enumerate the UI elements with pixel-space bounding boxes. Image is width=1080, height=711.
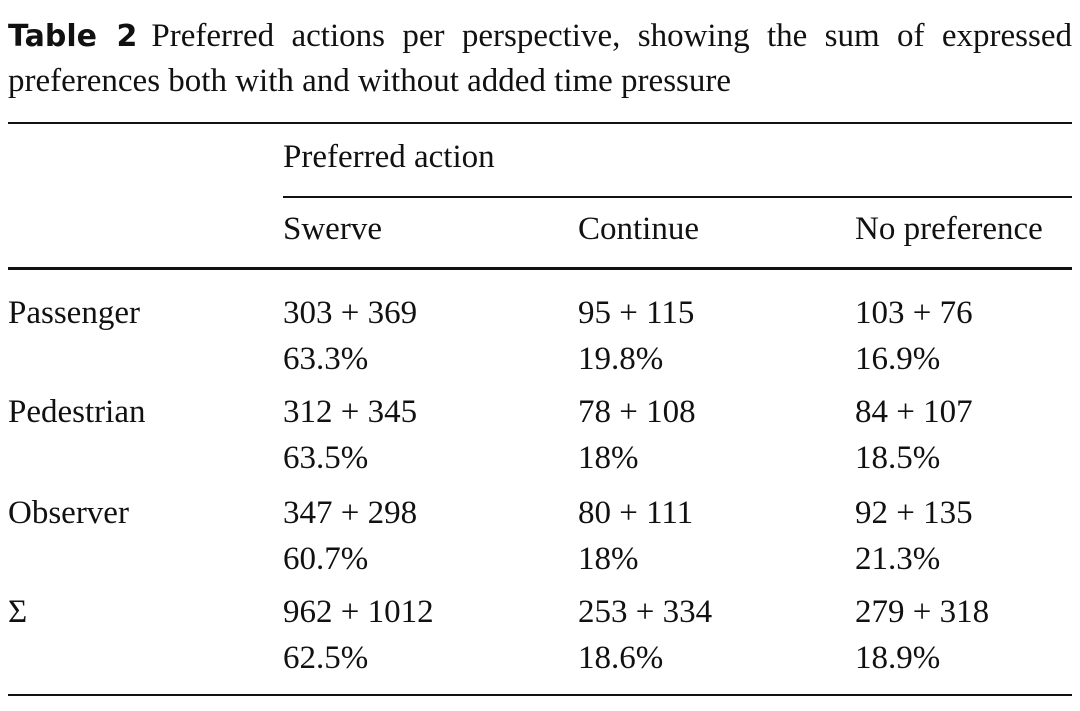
table-caption: Table 2 Preferred actions per perspective… [8,14,1072,103]
cell-sum: 103 + 76 [855,295,973,331]
row-label: Pedestrian [8,394,146,430]
cell-sum: 962 + 1012 [283,594,434,630]
cell-sum: 253 + 334 [578,594,713,630]
group-rule [283,196,1072,198]
cell-percent: 63.5% [283,440,369,476]
header-rule [8,267,1072,270]
cell-sum: 95 + 115 [578,295,695,331]
column-header: Swerve [283,211,382,247]
cell-sum: 347 + 298 [283,495,418,531]
cell-percent: 18.5% [855,440,941,476]
cell-percent: 18% [578,541,639,577]
cell-percent: 18% [578,440,639,476]
column-header: No preference [855,211,1043,247]
cell-sum: 92 + 135 [855,495,973,531]
caption-label: Table 2 [8,19,138,54]
row-label: Observer [8,495,129,531]
cell-percent: 16.9% [855,341,941,377]
cell-percent: 63.3% [283,341,369,377]
cell-sum: 84 + 107 [855,394,973,430]
cell-sum: 80 + 111 [578,495,694,531]
row-label: Passenger [8,295,140,331]
top-rule [8,122,1072,124]
cell-sum: 312 + 345 [283,394,418,430]
cell-sum: 279 + 318 [855,594,990,630]
row-label: Σ [8,594,28,630]
cell-sum: 78 + 108 [578,394,696,430]
group-header: Preferred action [283,139,495,175]
bottom-rule [8,694,1072,696]
cell-percent: 18.6% [578,640,664,676]
cell-percent: 60.7% [283,541,369,577]
cell-percent: 19.8% [578,341,664,377]
cell-percent: 18.9% [855,640,941,676]
cell-percent: 21.3% [855,541,941,577]
caption-text: Preferred actions per perspective, showi… [8,18,1073,99]
column-header: Continue [578,211,699,247]
cell-percent: 62.5% [283,640,369,676]
cell-sum: 303 + 369 [283,295,418,331]
